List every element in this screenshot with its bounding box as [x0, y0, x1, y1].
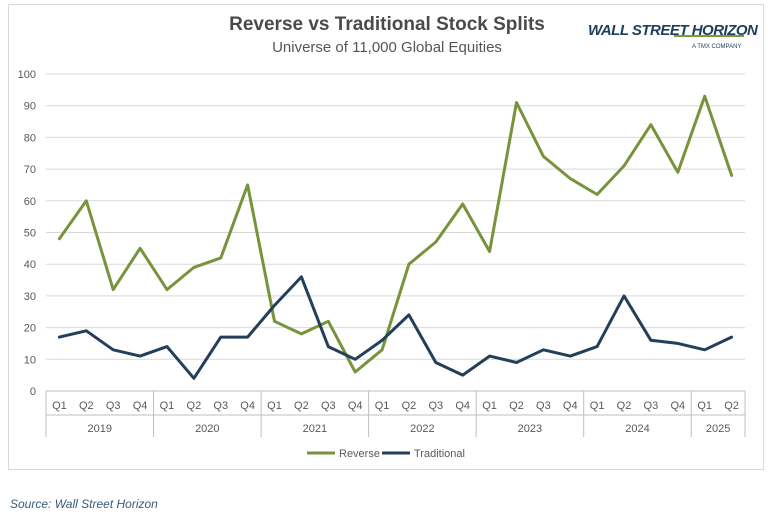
- x-group-label: 2022: [410, 423, 434, 435]
- y-tick-label: 90: [24, 101, 36, 113]
- x-tick-label: Q3: [321, 400, 336, 412]
- y-tick-label: 100: [18, 69, 36, 81]
- y-tick-label: 30: [24, 291, 36, 303]
- y-tick-label: 80: [24, 132, 36, 144]
- series-line-traditional: [57, 275, 734, 380]
- series-lines: [57, 94, 734, 380]
- x-tick-label: Q3: [644, 400, 659, 412]
- x-tick-label: Q1: [267, 400, 282, 412]
- logo-sub-text: A TMX COMPANY: [692, 44, 742, 50]
- x-tick-label: Q4: [348, 400, 363, 412]
- chart-frame: [8, 4, 764, 470]
- x-tick-label: Q2: [79, 400, 94, 412]
- x-tick-label: Q2: [294, 400, 309, 412]
- y-tick-label: 60: [24, 196, 36, 208]
- y-tick-label: 50: [24, 228, 36, 240]
- x-group-label: 2019: [88, 423, 112, 435]
- x-tick-label: Q3: [106, 400, 121, 412]
- company-logo: WALL STREET HORIZON A TMX COMPANY: [588, 22, 758, 62]
- x-group-label: 2025: [706, 423, 730, 435]
- x-tick-label: Q1: [590, 400, 605, 412]
- x-tick-label: Q3: [536, 400, 551, 412]
- x-tick-label: Q3: [213, 400, 228, 412]
- series-line-reverse: [57, 94, 734, 374]
- x-axis: Q1 Q2 Q3 Q4 Q1 Q2 Q3 Q4 Q1 Q2 Q3 Q4 Q1 Q2 Q3 Q4 Q1 Q2 Q3 Q4…: [45, 390, 746, 437]
- x-tick-label: Q2: [187, 400, 202, 412]
- legend: Reverse Traditional: [307, 448, 465, 460]
- x-tick-label: Q1: [160, 400, 175, 412]
- x-tick-label: Q1: [375, 400, 390, 412]
- x-tick-label: Q1: [52, 400, 67, 412]
- x-group-label: 2023: [518, 423, 542, 435]
- x-tick-label: Q2: [509, 400, 524, 412]
- source-note: Source: Wall Street Horizon: [10, 497, 158, 511]
- x-group-label: 2021: [303, 423, 327, 435]
- x-tick-label: Q2: [617, 400, 632, 412]
- y-tick-label: 40: [24, 259, 36, 271]
- x-tick-label: Q4: [563, 400, 578, 412]
- x-group-label: 2020: [195, 423, 219, 435]
- logo-swoosh-mark: [674, 35, 744, 37]
- x-tick-label: Q2: [724, 400, 739, 412]
- y-tick-label: 20: [24, 323, 36, 335]
- x-tick-label: Q4: [240, 400, 255, 412]
- y-axis: 0 10 20 30 40 50 60 70 80 90 100: [18, 69, 36, 398]
- x-tick-label: Q1: [482, 400, 497, 412]
- x-tick-label: Q3: [428, 400, 443, 412]
- gridlines: [46, 73, 745, 392]
- x-tick-label: Q1: [697, 400, 712, 412]
- x-tick-label: Q4: [670, 400, 685, 412]
- x-tick-label: Q2: [402, 400, 417, 412]
- y-tick-label: 10: [24, 354, 36, 366]
- y-tick-label: 70: [24, 164, 36, 176]
- chart-title: Reverse vs Traditional Stock Splits: [229, 14, 545, 35]
- legend-label: Traditional: [414, 448, 465, 460]
- legend-label: Reverse: [339, 448, 380, 460]
- y-tick-label: 0: [30, 386, 36, 398]
- chart-subtitle: Universe of 11,000 Global Equities: [272, 39, 502, 56]
- logo-main-text: WALL STREET HORIZON: [588, 22, 758, 39]
- x-group-label: 2024: [625, 423, 649, 435]
- x-tick-label: Q4: [133, 400, 148, 412]
- x-tick-label: Q4: [455, 400, 470, 412]
